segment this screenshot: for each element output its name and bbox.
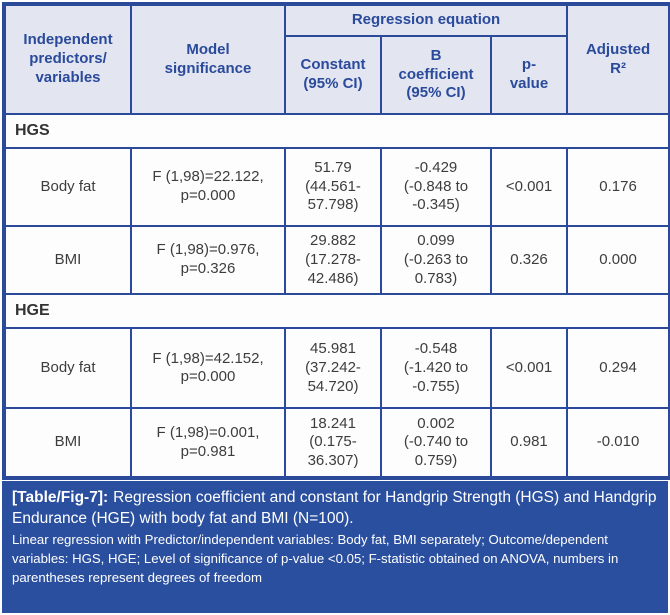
table-row: Body fat F (1,98)=42.152, p=0.000 45.981… (3, 327, 670, 410)
header-constant: Constant (95% CI) (284, 35, 382, 115)
cell-p-value: <0.001 (489, 327, 569, 410)
cell-model-significance: F (1,98)=0.001, p=0.981 (130, 407, 286, 480)
cell-adjusted-r2: 0.000 (566, 224, 670, 296)
cell-model-significance: F (1,98)=42.152, p=0.000 (130, 327, 286, 410)
cell-adjusted-r2: 0.294 (566, 327, 670, 410)
table-body: HGS Body fat F (1,98)=22.122, p=0.000 51… (2, 113, 670, 480)
cell-variable: Body fat (3, 147, 132, 227)
cell-variable: BMI (3, 407, 132, 480)
figure-caption: [Table/Fig-7]: Regression coefficient and… (2, 481, 668, 613)
caption-label: [Table/Fig-7]: (12, 489, 109, 507)
header-model-significance: Model significance (130, 3, 286, 115)
header-variables: Independent predictors/ variables (3, 3, 132, 115)
regression-table: Independent predictors/ variables Model … (2, 2, 670, 481)
cell-p-value: 0.326 (489, 224, 569, 296)
section-label: HGE (2, 293, 670, 330)
cell-model-significance: F (1,98)=0.976, p=0.326 (130, 224, 286, 296)
cell-constant: 29.882 (17.278- 42.486) (284, 224, 382, 296)
cell-b-coefficient: 0.002 (-0.740 to 0.759) (380, 407, 492, 480)
caption-text: Regression coefficient and constant for … (12, 489, 657, 527)
cell-b-coefficient: -0.548 (-1.420 to -0.755) (380, 327, 492, 410)
cell-b-coefficient: -0.429 (-0.848 to -0.345) (380, 147, 492, 227)
table-header: Independent predictors/ variables Model … (3, 3, 670, 115)
header-p-value: p- value (489, 35, 569, 115)
cell-constant: 51.79 (44.561- 57.798) (284, 147, 382, 227)
caption-footnote: Linear regression with Predictor/indepen… (12, 532, 619, 585)
section-label: HGS (2, 113, 670, 149)
table-row: BMI F (1,98)=0.976, p=0.326 29.882 (17.2… (3, 224, 670, 296)
cell-b-coefficient: 0.099 (-0.263 to 0.783) (380, 224, 492, 296)
cell-constant: 45.981 (37.242- 54.720) (284, 327, 382, 410)
cell-variable: BMI (3, 224, 132, 296)
cell-constant: 18.241 (0.175- 36.307) (284, 407, 382, 480)
section-row-hge: HGE (2, 293, 670, 330)
cell-variable: Body fat (3, 327, 132, 410)
cell-p-value: 0.981 (489, 407, 569, 480)
cell-adjusted-r2: 0.176 (566, 147, 670, 227)
table-row: BMI F (1,98)=0.001, p=0.981 18.241 (0.17… (3, 407, 670, 480)
cell-p-value: <0.001 (489, 147, 569, 227)
table-row: Body fat F (1,98)=22.122, p=0.000 51.79 … (3, 147, 670, 227)
header-b-coefficient: B coefficient (95% CI) (380, 35, 492, 115)
header-regression-equation-group: Regression equation (283, 3, 569, 37)
header-adjusted-r2: Adjusted R² (566, 3, 670, 115)
cell-adjusted-r2: -0.010 (566, 407, 670, 480)
caption-title: [Table/Fig-7]: Regression coefficient and… (12, 488, 658, 529)
header-row-group: Independent predictors/ variables Model … (3, 3, 670, 115)
section-row-hgs: HGS (2, 113, 670, 149)
header-row-sub: Constant (95% CI) B coefficient (95% CI)… (4, 35, 670, 115)
cell-model-significance: F (1,98)=22.122, p=0.000 (130, 147, 286, 227)
